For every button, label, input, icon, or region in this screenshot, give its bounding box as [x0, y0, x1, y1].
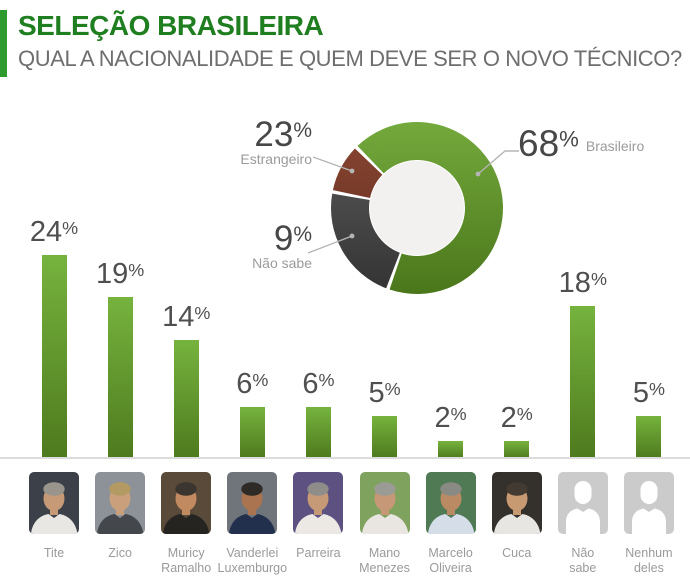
- percent-sign: %: [194, 302, 211, 323]
- bar-muricy-ramalho: [173, 340, 199, 458]
- bar-value-label: 6%: [278, 370, 358, 399]
- bar-value-label: 2%: [477, 404, 557, 433]
- bar-value: 14: [162, 301, 195, 333]
- bar-parreira: [305, 407, 331, 458]
- coach-face: [440, 486, 462, 511]
- donut-sublabel-brasileiro: Brasileiro: [585, 138, 645, 154]
- bar-nenhum-deles: [636, 416, 662, 458]
- donut-value-brasileiro: 68%: [518, 123, 579, 164]
- bar-value-label: 2%: [411, 404, 491, 433]
- percent-sign: %: [590, 268, 607, 289]
- percent-sign: %: [559, 126, 579, 152]
- percent-sign: %: [252, 369, 269, 390]
- donut-sublabel-estrangeiro: Estrangeiro: [240, 151, 312, 167]
- page-title: SELEÇÃO BRASILEIRA: [18, 10, 324, 41]
- person-silhouette-icon: [574, 481, 592, 504]
- bar-value-label: 18%: [543, 269, 623, 298]
- bar-nao-sabe: [570, 306, 596, 458]
- coach-photo-mano-menezes: [359, 472, 410, 534]
- bar-value-label: 5%: [609, 379, 689, 408]
- coach-name: Muricy Ramalho: [161, 546, 212, 575]
- coach-name: Cuca: [502, 546, 532, 560]
- page-subtitle: QUAL A NACIONALIDADE E QUEM DEVE SER O N…: [18, 46, 682, 71]
- coach-face: [175, 486, 197, 511]
- percent-sign: %: [384, 378, 401, 399]
- coach-photo-muricy-ramalho: [161, 472, 212, 534]
- percent-sign: %: [62, 217, 79, 238]
- percent-sign: %: [318, 369, 335, 390]
- coach-name: Parreira: [296, 546, 341, 560]
- donut-label-brasileiro: 68% Brasileiro: [518, 125, 644, 162]
- percent-sign: %: [450, 403, 467, 424]
- percent-sign: %: [516, 403, 533, 424]
- coach-photo-parreira: [293, 472, 344, 534]
- coach-face: [109, 486, 131, 511]
- bar-value: 19: [95, 258, 129, 290]
- coach-name: Vanderlei Luxemburgo: [217, 546, 288, 575]
- coach-photo-marcelo-oliveira: [425, 472, 476, 534]
- header-accent-bar: [0, 10, 7, 77]
- bar-marcelo-oliveira: [438, 441, 464, 458]
- donut-segment-nao-sabe: [330, 193, 400, 289]
- bar-value: 5: [368, 377, 385, 409]
- donut-hole: [370, 161, 464, 255]
- bar-vanderlei-luxemburgo: [239, 407, 265, 458]
- coach-photo-nenhum-deles: [623, 472, 674, 534]
- donut-value-nao-sabe: 9%: [273, 219, 312, 258]
- bar-value: 18: [558, 267, 591, 299]
- bar-value: 2: [500, 402, 517, 434]
- bar-value-label: 24%: [14, 218, 94, 247]
- coach-name: Não sabe: [569, 546, 597, 575]
- coach-photo-zico: [95, 472, 146, 534]
- donut-sublabel-nao-sabe: Não sabe: [252, 255, 312, 271]
- bar-value: 6: [302, 368, 319, 400]
- coach-face: [241, 486, 263, 511]
- percent-sign: %: [648, 378, 665, 399]
- bar-value: 5: [632, 377, 649, 409]
- coach-name: Nenhum deles: [625, 546, 673, 575]
- bar-zico: [107, 297, 133, 458]
- bar-value: 24: [29, 216, 63, 248]
- coach-photo-vanderlei-luxemburgo: [227, 472, 278, 534]
- coach-face: [506, 486, 528, 511]
- donut-label-nao-sabe: 9% Não sabe: [252, 221, 312, 271]
- bar-value-label: 19%: [80, 260, 160, 289]
- donut-label-estrangeiro: 23% Estrangeiro: [240, 117, 312, 167]
- coach-photo-cuca: [491, 472, 542, 534]
- coach-name: Tite: [43, 546, 65, 560]
- bar-value: 6: [236, 368, 253, 400]
- bar-value: 2: [434, 402, 451, 434]
- percent-sign: %: [293, 119, 312, 143]
- bar-cuca: [504, 441, 530, 458]
- bar-value-label: 14%: [146, 303, 226, 332]
- coach-name: Zico: [108, 546, 132, 560]
- coach-photo-nao-sabe: [557, 472, 608, 534]
- bar-chart-baseline: [0, 457, 690, 459]
- coach-face: [43, 486, 65, 511]
- donut-chart: [330, 122, 504, 295]
- coach-name: Marcelo Oliveira: [428, 546, 473, 575]
- person-silhouette-icon: [640, 481, 658, 504]
- bar-tite: [41, 255, 67, 458]
- donut-segment-brasileiro: [357, 122, 504, 295]
- coach-name: Mano Menezes: [359, 546, 410, 575]
- percent-sign: %: [128, 259, 145, 280]
- percent-sign: %: [293, 223, 312, 247]
- bar-mano-menezes: [372, 416, 397, 458]
- donut-value-estrangeiro: 23%: [254, 115, 312, 154]
- bar-value-label: 5%: [345, 379, 425, 408]
- bar-value-label: 6%: [212, 370, 292, 399]
- coach-photo-tite: [29, 472, 79, 534]
- coach-face: [374, 486, 395, 511]
- coach-face: [307, 486, 329, 511]
